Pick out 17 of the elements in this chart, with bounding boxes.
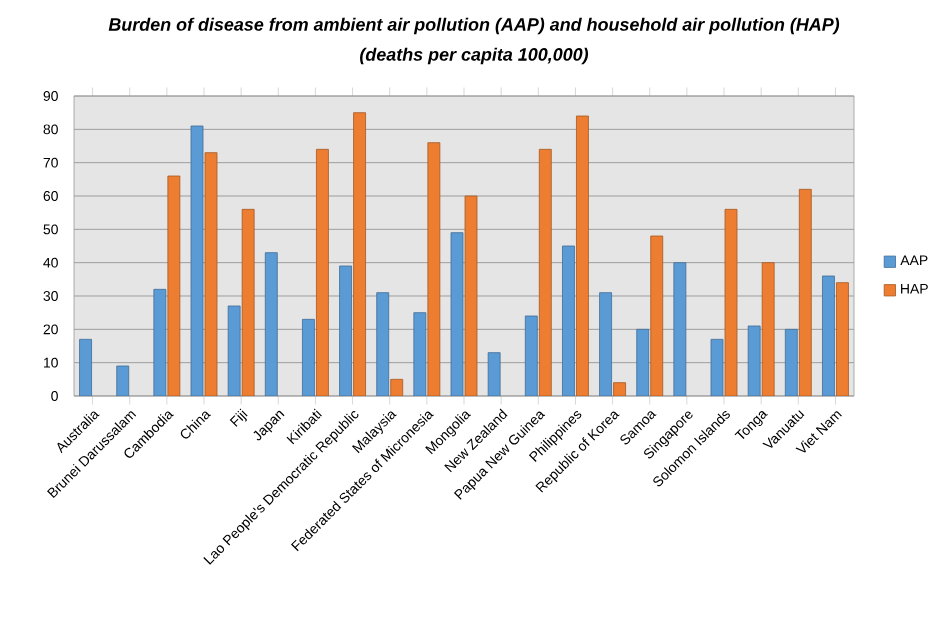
bar [576,115,589,396]
bar [599,292,612,396]
bar [650,235,664,396]
bar [562,245,575,396]
bar [353,112,366,396]
bar [302,318,315,396]
bar [761,262,775,396]
bar [339,265,352,396]
bar [836,282,849,396]
bar [376,292,390,396]
bar [264,252,278,396]
bar [798,188,812,396]
bar [538,148,552,396]
chart-subtitle: (deaths per capita 100,000) [360,47,589,65]
chart-title: Burden of disease from ambient air pollution (AAP) and household air pollution (HAP) [108,17,840,35]
bar [316,148,329,396]
bar [822,275,835,396]
